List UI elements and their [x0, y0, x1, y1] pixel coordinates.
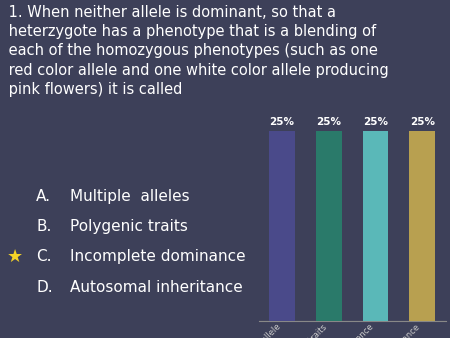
Text: ★: ★	[7, 248, 23, 266]
Text: Incomplete dominance: Incomplete dominance	[70, 249, 245, 264]
Bar	[316, 131, 342, 321]
Text: 25%: 25%	[316, 117, 341, 127]
Bar	[363, 131, 388, 321]
Text: 1. When neither allele is dominant, so that a
 heterzygote has a phenotype that : 1. When neither allele is dominant, so t…	[4, 5, 389, 97]
Text: D.: D.	[36, 280, 53, 295]
Text: A.: A.	[36, 189, 51, 203]
Text: 25%: 25%	[410, 117, 435, 127]
Bar	[410, 131, 435, 321]
Text: 25%: 25%	[363, 117, 388, 127]
Text: Autosomal inheritance: Autosomal inheritance	[70, 280, 243, 295]
Text: Polygenic traits: Polygenic traits	[70, 219, 188, 234]
Text: B.: B.	[36, 219, 51, 234]
Text: C.: C.	[36, 249, 51, 264]
Text: Multiple  alleles: Multiple alleles	[70, 189, 189, 203]
Text: 25%: 25%	[270, 117, 295, 127]
Bar	[269, 131, 295, 321]
